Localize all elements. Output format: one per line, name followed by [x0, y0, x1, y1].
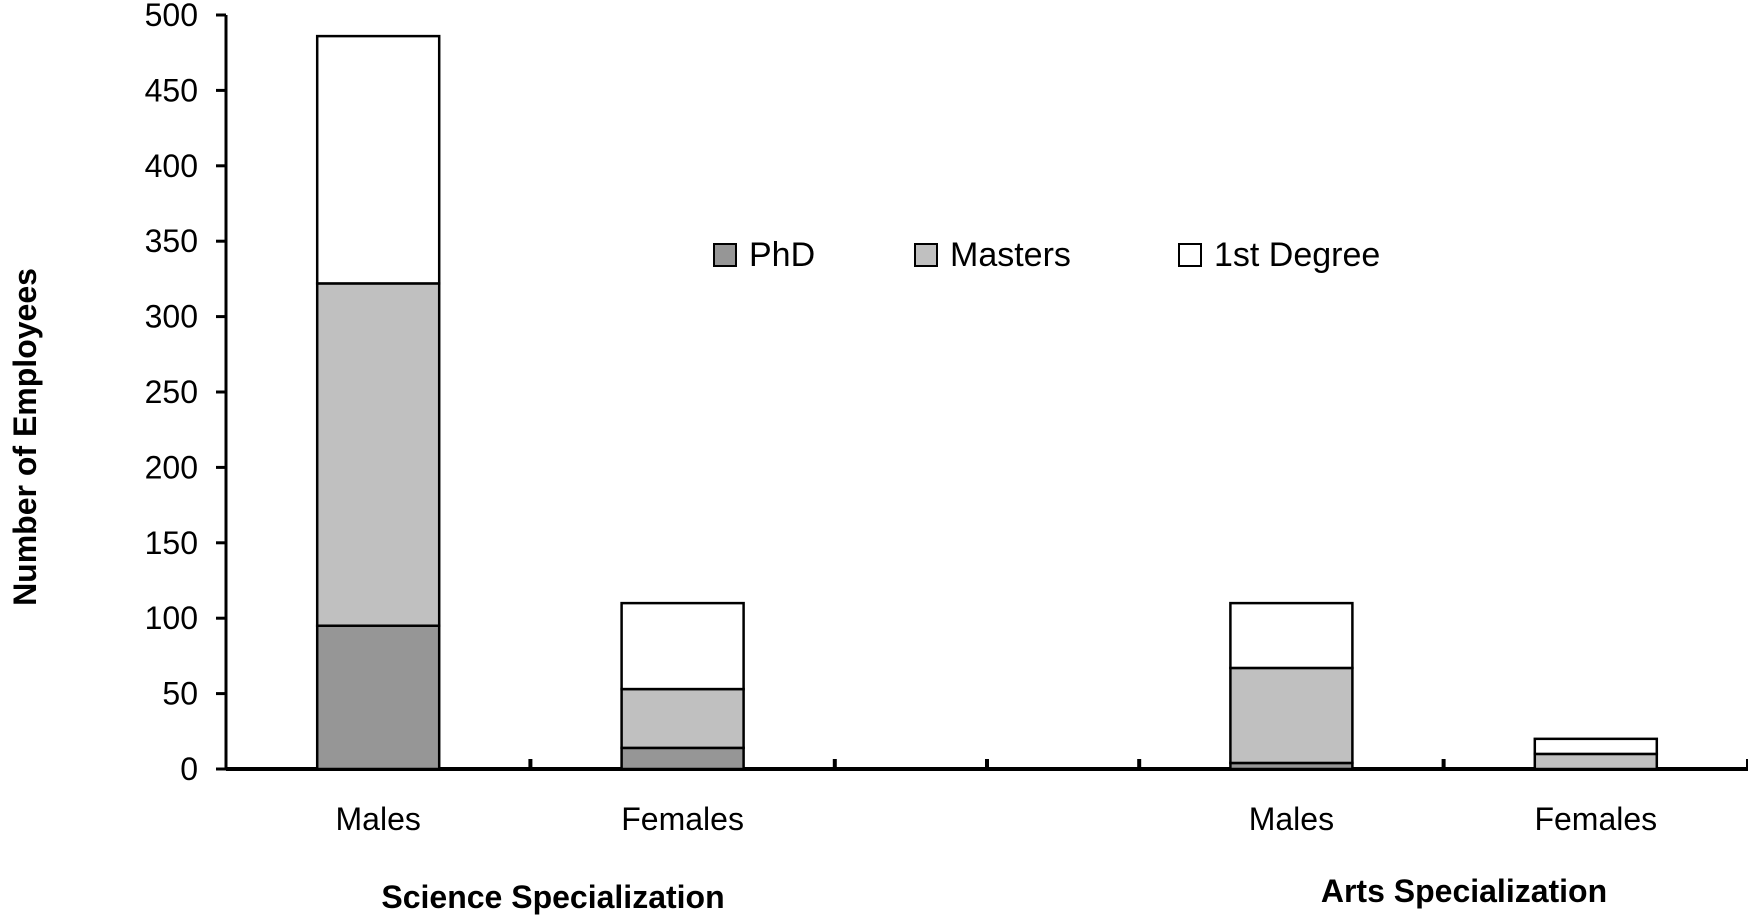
- y-axis: 0 50 100 150 200 250 300 350 400 450 500: [145, 0, 228, 787]
- category-label: Females: [621, 801, 744, 837]
- bar-segment: [1229, 601, 1354, 670]
- y-axis-label: Number of Employees: [7, 268, 43, 606]
- bar-segment: [1229, 666, 1354, 765]
- legend: PhD Masters 1st Degree: [713, 236, 1380, 274]
- legend-swatch: [914, 243, 938, 267]
- category-label: Males: [336, 801, 421, 837]
- x-axis: [226, 759, 1748, 771]
- y-tick-label: 100: [145, 600, 198, 636]
- y-tick-label: 500: [145, 0, 198, 33]
- y-tick-label: 250: [145, 374, 198, 410]
- legend-label: 1st Degree: [1214, 236, 1380, 274]
- y-tick-label: 0: [180, 751, 198, 787]
- bar-segment: [1533, 737, 1659, 756]
- group-labels: Science Specialization Arts Specializatio…: [381, 873, 1607, 915]
- bars: [315, 34, 1659, 771]
- bar-segment: [620, 687, 745, 750]
- category-label: Females: [1534, 801, 1657, 837]
- bar-segment: [620, 746, 745, 771]
- y-tick-label: 450: [145, 72, 198, 108]
- category-label: Males: [1249, 801, 1334, 837]
- bar-segment: [315, 282, 441, 627]
- bar-segment: [315, 34, 441, 285]
- category-labels: Males Females Males Females: [336, 801, 1658, 837]
- y-tick-label: 350: [145, 223, 198, 259]
- bar-segment: [1533, 752, 1659, 771]
- group-label: Arts Specialization: [1321, 873, 1607, 909]
- legend-label: Masters: [950, 236, 1071, 274]
- bar-segment: [315, 624, 441, 771]
- bar-segment: [620, 601, 745, 691]
- y-tick-label: 50: [162, 676, 198, 712]
- y-tick-label: 150: [145, 525, 198, 561]
- y-tick-label: 400: [145, 148, 198, 184]
- legend-swatch: [1178, 243, 1202, 267]
- legend-label: PhD: [749, 236, 815, 274]
- y-tick-label: 200: [145, 449, 198, 485]
- group-label: Science Specialization: [381, 879, 724, 915]
- legend-swatch: [713, 243, 737, 267]
- y-tick-label: 300: [145, 299, 198, 335]
